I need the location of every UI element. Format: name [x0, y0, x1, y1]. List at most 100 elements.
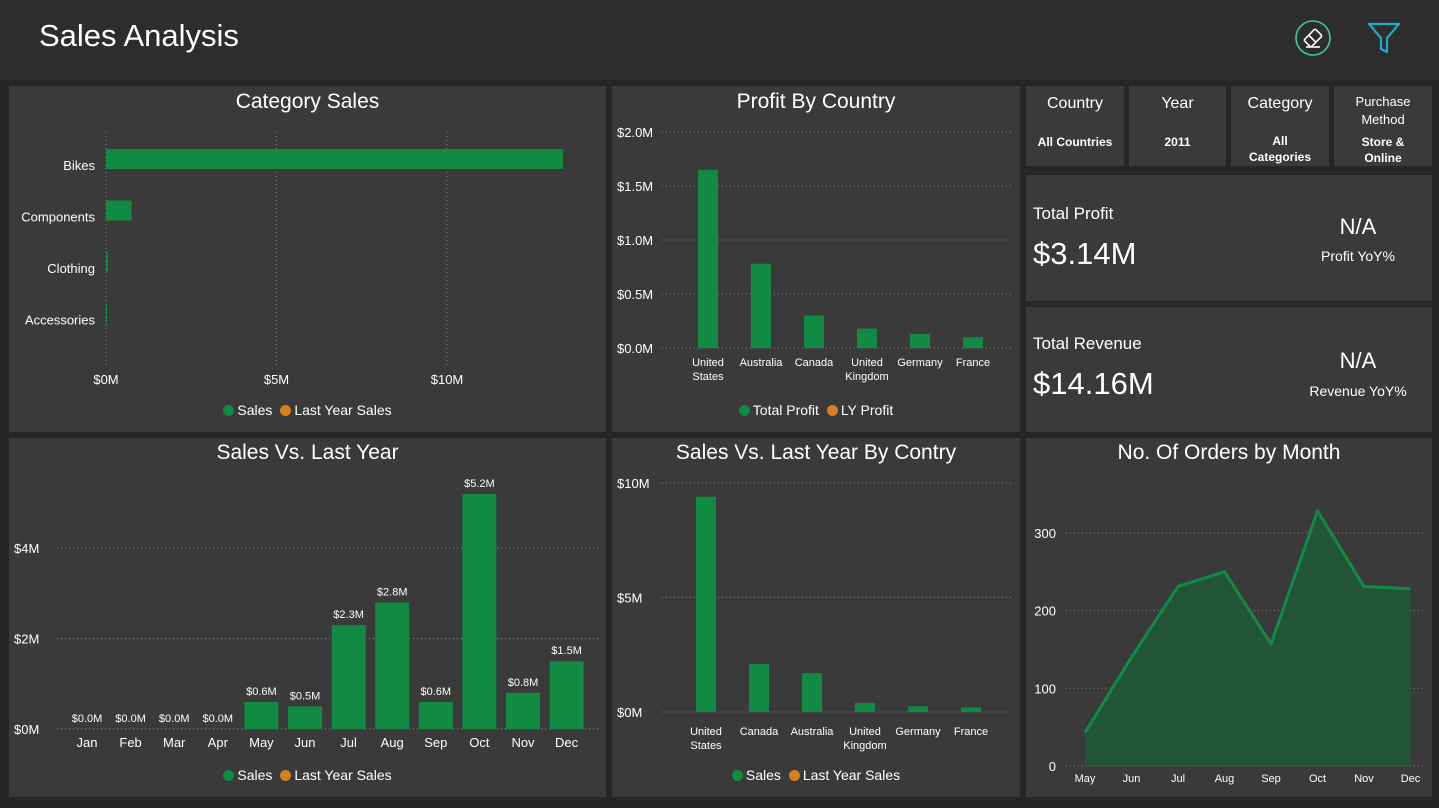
x-tick-label: $5M: [264, 372, 289, 387]
x-tick-label: $0M: [93, 372, 118, 387]
bar-sales: [696, 496, 716, 712]
x-tick-label: Nov: [511, 735, 535, 750]
bar-sales: [802, 673, 822, 712]
legend-ly-profit-marker: [826, 405, 838, 416]
x-tick-label: Jul: [1171, 773, 1185, 785]
legend-last-year-marker: [280, 405, 292, 416]
x-tick-label: States: [692, 371, 724, 383]
total-profit-card: Total Profit $3.14M N/A Profit YoY%: [1026, 175, 1432, 301]
bar-sales: [963, 337, 983, 348]
x-tick-label: Sep: [1261, 773, 1281, 785]
y-tick-label: $2M: [14, 632, 39, 647]
x-tick-label: United: [851, 357, 883, 369]
data-label: $0.6M: [246, 686, 277, 698]
slicer-label: Purchase Method: [1355, 94, 1411, 127]
filter-icon[interactable]: [1364, 18, 1404, 58]
profit-by-country-chart: $0.0M $0.5M $1.0M $1.5M $2.0M United States Aus…: [617, 125, 1014, 383]
x-tick-label: Dec: [555, 735, 579, 750]
bar-sales: [375, 602, 410, 729]
category-slicer[interactable]: Category All Categories: [1231, 86, 1329, 166]
bar-sales: [549, 661, 584, 729]
bar-sales: [106, 149, 563, 169]
x-tick-label: Aug: [381, 735, 404, 750]
bar-sales: [908, 706, 928, 712]
legend-sales-label: Sales: [237, 402, 273, 418]
data-label: $0.6M: [421, 686, 452, 698]
x-tick-label: France: [956, 357, 990, 369]
bar-sales: [506, 692, 540, 729]
legend-last-year-label: Last Year Sales: [294, 402, 392, 418]
y-tick-label: $1.0M: [617, 233, 653, 248]
y-tick-label: $4M: [14, 541, 39, 556]
profit-by-country-panel: Profit By Country $0.0M $0.5M $1.0M $1.5M $2…: [612, 86, 1020, 432]
x-tick-label: Aug: [1215, 773, 1235, 785]
legend-sales-label: Sales: [745, 767, 781, 783]
purchase-method-slicer[interactable]: Purchase Method Store & Online: [1334, 86, 1432, 166]
bar-sales: [855, 702, 875, 712]
bar-sales: [751, 263, 771, 348]
area-fill: [1085, 511, 1411, 766]
chart-legend: Sales Last Year Sales: [9, 402, 606, 418]
bar-sales: [804, 315, 824, 348]
kpi-yoy-label: Profit YoY%: [1321, 248, 1395, 264]
bar-sales: [288, 706, 322, 729]
x-tick-label: Canada: [795, 357, 834, 369]
bar-sales: [857, 328, 877, 348]
category-sales-panel: Category Sales $0M $5M $10M Bikes Components…: [9, 86, 606, 432]
x-tick-label: Australia: [740, 357, 784, 369]
x-tick-label: Canada: [740, 726, 779, 738]
y-tick-label: 200: [1034, 604, 1056, 619]
kpi-label: Total Revenue: [1033, 334, 1142, 353]
data-label: $0.8M: [508, 677, 539, 689]
data-label: $0.0M: [115, 713, 146, 725]
bar-sales: [910, 333, 930, 348]
kpi-value: $3.14M: [1033, 236, 1137, 271]
chart-legend: Total Profit LY Profit: [612, 402, 1020, 418]
chart-title: Sales Vs. Last Year By Contry: [675, 441, 957, 464]
x-tick-label: United: [690, 726, 722, 738]
chart-title: No. Of Orders by Month: [1117, 441, 1341, 464]
bar-sales: [961, 707, 981, 712]
y-tick-label: Components: [21, 210, 95, 225]
y-tick-label: 100: [1034, 681, 1056, 696]
bar-sales: [698, 169, 718, 348]
data-label: $2.8M: [377, 586, 408, 598]
x-tick-label: United: [692, 357, 724, 369]
x-tick-label: Jun: [1123, 773, 1141, 785]
legend-sales-marker: [731, 770, 743, 781]
x-tick-label: Oct: [1309, 773, 1326, 785]
legend-total-profit-label: Total Profit: [752, 402, 819, 418]
y-tick-label: $0.5M: [617, 287, 653, 302]
y-tick-label: Bikes: [63, 158, 95, 173]
sales-vs-last-year-chart: $0M $2M $4M Jan $0.0M Feb $0.0M Mar $0.0M Apr $0.0…: [14, 478, 601, 750]
bar-sales: [106, 303, 108, 324]
category-sales-chart: $0M $5M $10M Bikes Components Clothing Accesso…: [21, 132, 563, 387]
y-tick-label: $2.0M: [617, 125, 653, 140]
x-tick-label: France: [954, 726, 988, 738]
x-tick-label: May: [1075, 773, 1096, 785]
bar-sales: [749, 663, 769, 712]
data-label: $0.0M: [159, 713, 190, 725]
kpi-yoy-label: Revenue YoY%: [1309, 383, 1407, 399]
country-slicer[interactable]: Country All Countries: [1026, 86, 1124, 166]
x-tick-label: Germany: [897, 357, 943, 369]
eraser-icon[interactable]: [1293, 18, 1333, 58]
kpi-value: $14.16M: [1033, 366, 1154, 401]
chart-legend: Sales Last Year Sales: [612, 767, 1020, 783]
bar-sales: [331, 625, 366, 729]
year-slicer[interactable]: Year 2011: [1129, 86, 1226, 166]
data-label: $2.3M: [333, 609, 364, 621]
slicer-value: 2011: [1164, 135, 1191, 149]
data-label: $0.5M: [290, 690, 321, 702]
data-label: $5.2M: [464, 478, 495, 490]
legend-last-year-label: Last Year Sales: [294, 767, 392, 783]
orders-by-month-chart: 0 100 200 300 May Jun Jul Aug Sep Oct Nov Dec: [1034, 509, 1426, 785]
x-tick-label: $10M: [431, 372, 464, 387]
sales-by-country-chart: $0M $5M $10M United States Canada Australia Uni…: [617, 476, 1014, 752]
total-revenue-card: Total Revenue $14.16M N/A Revenue YoY%: [1026, 307, 1432, 432]
legend-sales-marker: [223, 405, 235, 416]
data-label: $0.0M: [203, 713, 234, 725]
y-tick-label: 0: [1049, 759, 1056, 774]
chart-legend: Sales Last Year Sales: [9, 767, 606, 783]
legend-last-year-marker: [788, 770, 800, 781]
